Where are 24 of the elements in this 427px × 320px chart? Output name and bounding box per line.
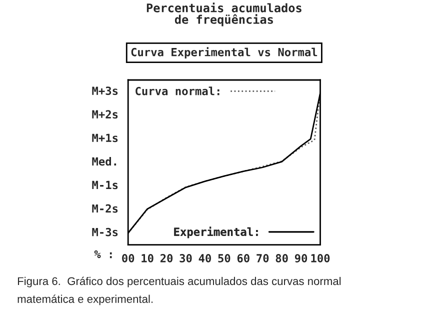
x-tick-label: 80 bbox=[276, 254, 288, 262]
x-tick-label: 20 bbox=[160, 254, 173, 262]
text: M+3s bbox=[92, 86, 118, 95]
legend-label: Curva normal: bbox=[136, 86, 220, 96]
x-tick-label: 60 bbox=[237, 254, 250, 262]
text: M+2s bbox=[92, 110, 118, 119]
legend-label: Experimental: bbox=[174, 226, 258, 238]
text: M-2s bbox=[92, 204, 118, 213]
text: M+1s bbox=[92, 134, 118, 142]
x-tick-label: 50 bbox=[218, 254, 230, 262]
chart-title: Percentuais acumulados de freqüências bbox=[146, 2, 302, 26]
x-tick-label: 00 bbox=[122, 254, 134, 262]
x-tick-label: 10 bbox=[142, 254, 154, 262]
text: Figura 6. Gráfico dos percentuais acumulados das curvas normal matemática e experimental. bbox=[18, 276, 341, 306]
x-axis-title: % : bbox=[94, 250, 112, 258]
chart-subtitle: Curva Experimental vs Normal bbox=[131, 47, 318, 58]
x-tick-label: 40 bbox=[198, 254, 211, 262]
x-tick-label: 100 bbox=[311, 254, 330, 262]
text: Med. bbox=[92, 157, 116, 166]
text: M-1s bbox=[92, 180, 118, 190]
x-tick-label: 30 bbox=[180, 254, 192, 262]
x-tick-label: 90 bbox=[294, 254, 308, 262]
x-tick-label: 70 bbox=[256, 254, 269, 262]
text: M-3s bbox=[92, 228, 118, 236]
